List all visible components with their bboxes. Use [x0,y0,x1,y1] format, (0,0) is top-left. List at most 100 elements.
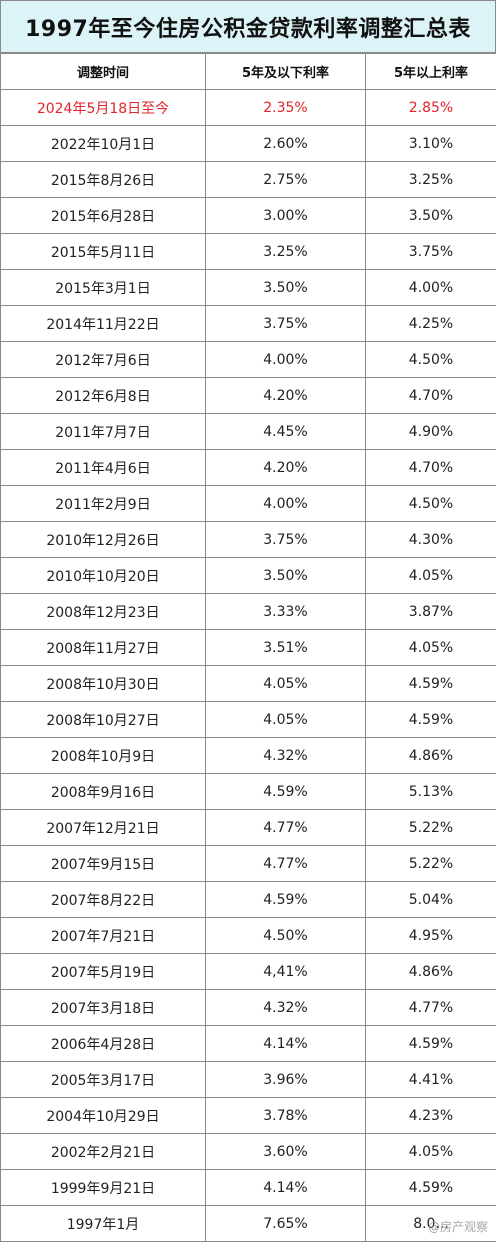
long-rate-cell: 4.86% [366,738,496,774]
short-rate-cell: 3.00% [206,198,366,234]
short-rate-cell: 4.14% [206,1170,366,1206]
date-cell: 2005年3月17日 [1,1062,206,1098]
date-cell: 2008年9月16日 [1,774,206,810]
short-rate-cell: 3.96% [206,1062,366,1098]
date-cell: 2008年11月27日 [1,630,206,666]
table-title: 1997年至今住房公积金贷款利率调整汇总表 [0,0,496,53]
long-rate-cell: 4.59% [366,1026,496,1062]
date-cell: 2012年7月6日 [1,342,206,378]
long-rate-cell: 8.0... [366,1206,496,1242]
long-rate-cell: 3.50% [366,198,496,234]
date-cell: 2008年10月27日 [1,702,206,738]
short-rate-cell: 3.75% [206,306,366,342]
short-rate-cell: 3.25% [206,234,366,270]
date-cell: 2006年4月28日 [1,1026,206,1062]
long-rate-cell: 4.05% [366,558,496,594]
short-rate-cell: 4.77% [206,846,366,882]
long-rate-cell: 4.59% [366,1170,496,1206]
short-rate-cell: 4.20% [206,378,366,414]
long-rate-cell: 4.50% [366,486,496,522]
date-cell: 2015年8月26日 [1,162,206,198]
long-rate-cell: 4.59% [366,702,496,738]
short-rate-cell: 4.20% [206,450,366,486]
short-rate-cell: 4.05% [206,702,366,738]
short-rate-cell: 4.32% [206,990,366,1026]
long-rate-cell: 4.50% [366,342,496,378]
date-cell: 2007年9月15日 [1,846,206,882]
long-rate-cell: 4.00% [366,270,496,306]
date-cell: 2010年10月20日 [1,558,206,594]
short-rate-cell: 3.50% [206,270,366,306]
long-rate-cell: 3.10% [366,126,496,162]
long-rate-cell: 4.95% [366,918,496,954]
long-rate-cell: 4.25% [366,306,496,342]
date-cell: 2010年12月26日 [1,522,206,558]
short-rate-cell: 4.14% [206,1026,366,1062]
short-rate-cell: 2.75% [206,162,366,198]
date-cell: 2015年6月28日 [1,198,206,234]
short-rate-cell: 3.75% [206,522,366,558]
date-cell: 2007年8月22日 [1,882,206,918]
long-rate-cell: 4.05% [366,1134,496,1170]
date-cell: 2015年3月1日 [1,270,206,306]
long-rate-cell: 3.25% [366,162,496,198]
short-rate-cell: 4.59% [206,882,366,918]
short-rate-cell: 4.77% [206,810,366,846]
long-rate-cell: 4.77% [366,990,496,1026]
short-rate-cell: 4.05% [206,666,366,702]
date-cell: 2008年10月9日 [1,738,206,774]
long-rate-cell: 4.05% [366,630,496,666]
long-rate-cell: 3.87% [366,594,496,630]
long-rate-cell: 5.04% [366,882,496,918]
date-cell: 2008年10月30日 [1,666,206,702]
header-date: 调整时间 [1,54,206,90]
long-rate-cell: 4.70% [366,378,496,414]
short-rate-cell: 4.45% [206,414,366,450]
short-rate-cell: 4.59% [206,774,366,810]
short-rate-cell: 4,41% [206,954,366,990]
long-rate-cell: 4.23% [366,1098,496,1134]
long-rate-cell: 4.70% [366,450,496,486]
short-rate-cell: 4.00% [206,486,366,522]
date-cell: 2011年7月7日 [1,414,206,450]
header-long-rate: 5年以上利率 [366,54,496,90]
long-rate-cell: 5.22% [366,846,496,882]
short-rate-cell: 2.60% [206,126,366,162]
date-cell: 2007年3月18日 [1,990,206,1026]
date-cell: 2008年12月23日 [1,594,206,630]
short-rate-cell: 3.33% [206,594,366,630]
date-cell: 1997年1月 [1,1206,206,1242]
header-short-rate: 5年及以下利率 [206,54,366,90]
header-row: 调整时间 5年及以下利率 5年以上利率 [1,54,496,90]
date-cell: 2015年5月11日 [1,234,206,270]
long-rate-cell: 3.75% [366,234,496,270]
long-rate-cell: 4.86% [366,954,496,990]
short-rate-cell: 2.35% [206,90,366,126]
short-rate-cell: 3.50% [206,558,366,594]
date-cell: 2004年10月29日 [1,1098,206,1134]
